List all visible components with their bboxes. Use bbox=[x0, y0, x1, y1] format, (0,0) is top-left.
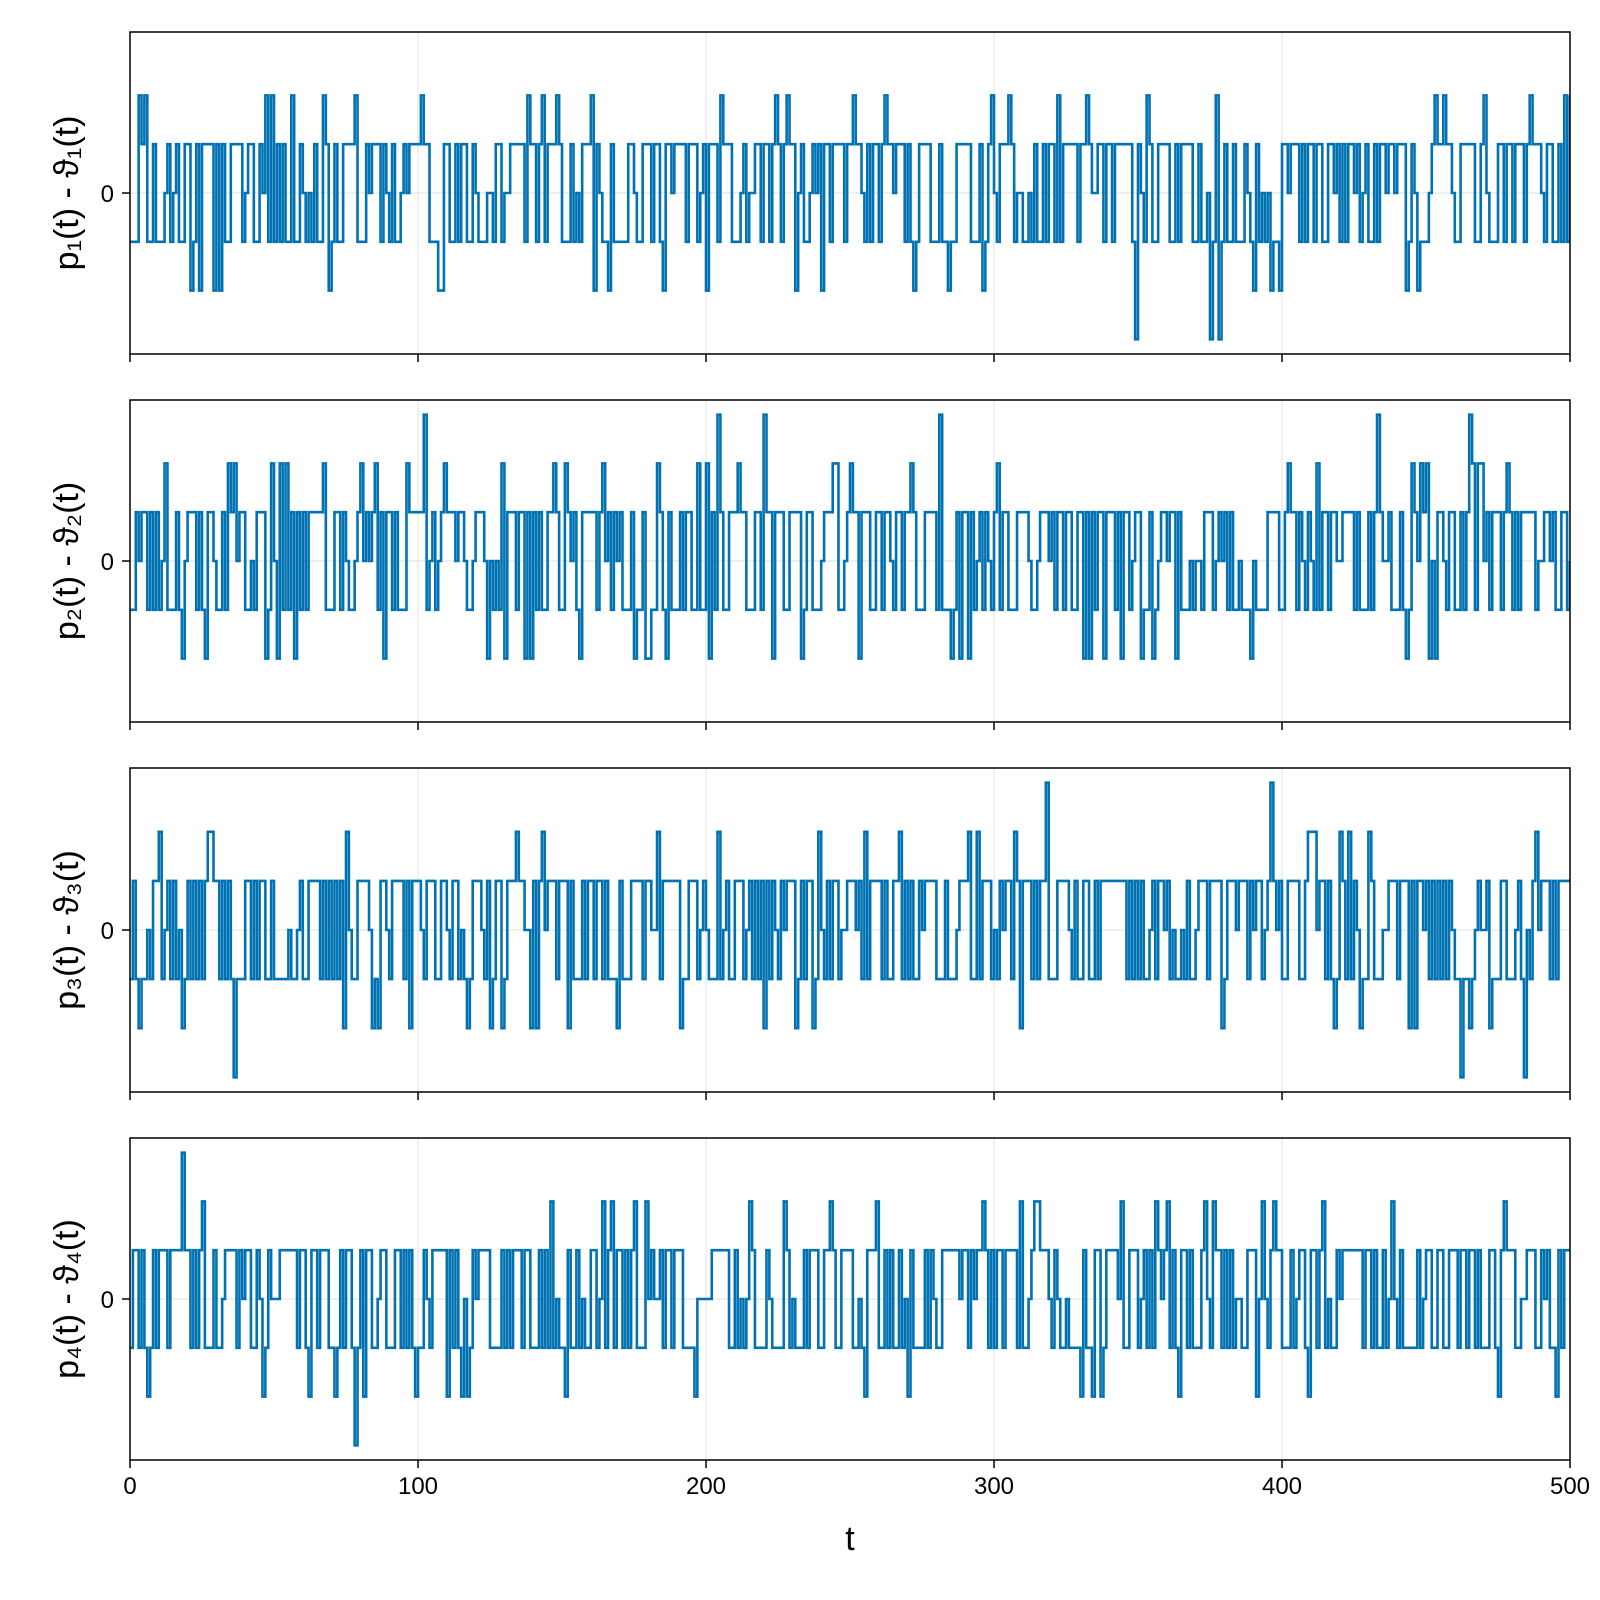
y-tick-label: 0 bbox=[101, 181, 114, 208]
y-axis-label: p₃(t) - ϑ₃(t) bbox=[48, 850, 86, 1010]
x-tick-label: 0 bbox=[123, 1473, 136, 1500]
y-tick-label: 0 bbox=[101, 549, 114, 576]
series-line bbox=[130, 94, 1570, 341]
x-tick-label: 300 bbox=[974, 1473, 1014, 1500]
series-line bbox=[130, 1151, 1570, 1447]
x-tick-label: 400 bbox=[1262, 1473, 1302, 1500]
y-tick-label: 0 bbox=[101, 918, 114, 945]
y-axis-label: p₂(t) - ϑ₂(t) bbox=[48, 482, 86, 640]
panel-2: 0 p₂(t) - ϑ₂(t) bbox=[48, 399, 1571, 730]
x-tick-label: 100 bbox=[398, 1473, 438, 1500]
x-tick-label: 200 bbox=[686, 1473, 726, 1500]
panel-3: 0 p₃(t) - ϑ₃(t) bbox=[48, 767, 1571, 1100]
y-axis-label: p₄(t) - ϑ₄(t) bbox=[48, 1219, 86, 1379]
x-tick-label: 500 bbox=[1550, 1473, 1590, 1500]
panel-1: 0 p₁(t) - ϑ₁(t) bbox=[48, 31, 1571, 362]
panel-4: 0 100 200 300 400 500 0 p₄(t) - ϑ₄(t) t bbox=[48, 1137, 1590, 1558]
series-line bbox=[130, 781, 1570, 1079]
x-axis-label: t bbox=[845, 1520, 855, 1558]
series-line bbox=[130, 413, 1570, 660]
y-tick-label: 0 bbox=[101, 1287, 114, 1314]
y-axis-label: p₁(t) - ϑ₁(t) bbox=[48, 116, 86, 271]
